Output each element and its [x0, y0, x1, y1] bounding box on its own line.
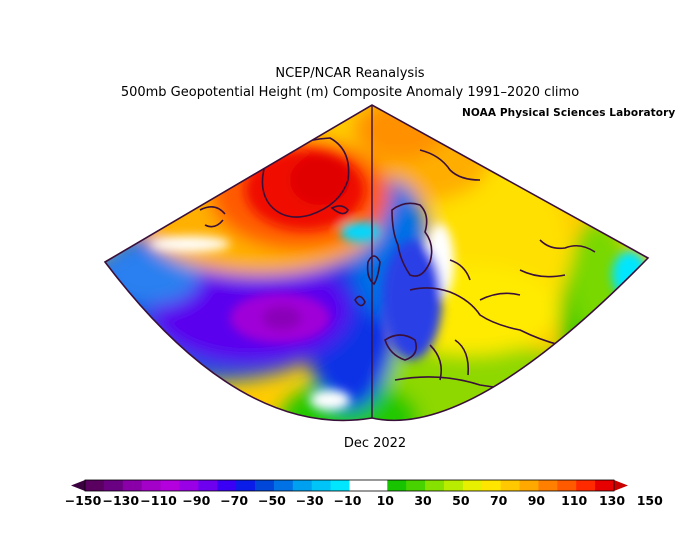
- colorbar-tick-label: 130: [598, 493, 626, 508]
- colorbar-tick-label: 30: [414, 493, 432, 508]
- credit-label: NOAA Physical Sciences Laboratory: [462, 107, 676, 119]
- colorbar-tick-label: −50: [257, 493, 286, 508]
- colorbar-swatch: [500, 480, 521, 491]
- map-frame: [103, 104, 650, 422]
- colorbar-swatch: [217, 480, 237, 491]
- colorbar-swatch: [425, 480, 445, 491]
- colorbar-tick-label: 10: [376, 493, 394, 508]
- colorbar-swatch: [122, 480, 143, 491]
- colorbar-tick-label: −90: [182, 493, 211, 508]
- colorbar-swatch: [198, 480, 218, 491]
- colorbar-swatch: [368, 480, 388, 491]
- colorbar-swatch: [236, 480, 256, 491]
- colorbar-tick-label: −150: [64, 493, 102, 508]
- colorbar-tick-label: −70: [220, 493, 249, 508]
- colorbar-swatch: [255, 480, 275, 491]
- colorbar-swatch: [576, 480, 596, 491]
- colorbar-swatch: [349, 480, 369, 491]
- colorbar-tick-label: 90: [527, 493, 546, 508]
- colorbar-tick-label: 70: [489, 493, 508, 508]
- colorbar-swatch: [160, 480, 180, 491]
- colorbar-swatch: [330, 480, 350, 491]
- colorbar-swatch: [85, 480, 105, 491]
- colorbar-outline: [84, 479, 615, 492]
- colorbar-swatch: [141, 480, 162, 491]
- colorbar-tick-label: −10: [333, 493, 362, 508]
- colorbar-swatch: [538, 480, 558, 491]
- colorbar-tick-label: −130: [102, 493, 140, 508]
- colorbar-tick-label: 150: [636, 493, 663, 508]
- colorbar-swatch: [595, 480, 615, 491]
- colorbar-swatch: [519, 480, 539, 491]
- colorbar-right-arrow: [614, 480, 628, 491]
- colorbar-swatch: [443, 480, 464, 491]
- colorbar-tick-label: 50: [452, 493, 470, 508]
- colorbar-swatch: [387, 480, 407, 491]
- colorbar-swatch: [311, 480, 332, 491]
- period-label: Dec 2022: [343, 436, 407, 451]
- title-line-2: 500mb Geopotential Height (m) Composite …: [120, 85, 580, 100]
- colorbar-swatch: [406, 480, 426, 491]
- colorbar-swatch: [481, 480, 502, 491]
- colorbar-left-arrow: [71, 480, 85, 491]
- colorbar-swatch: [179, 480, 199, 491]
- title-line-1: NCEP/NCAR Reanalysis: [275, 66, 425, 81]
- colorbar-tick-label: −30: [295, 493, 324, 508]
- colorbar-swatch: [292, 480, 313, 491]
- colorbar-swatch: [557, 480, 577, 491]
- colorbar-swatch: [273, 480, 294, 491]
- colorbar-tick-label: 110: [561, 493, 588, 508]
- colorbar-swatch: [462, 480, 483, 491]
- colorbar-tick-label: −110: [140, 493, 177, 508]
- colorbar-swatch: [103, 480, 124, 491]
- coastlines: [199, 137, 596, 390]
